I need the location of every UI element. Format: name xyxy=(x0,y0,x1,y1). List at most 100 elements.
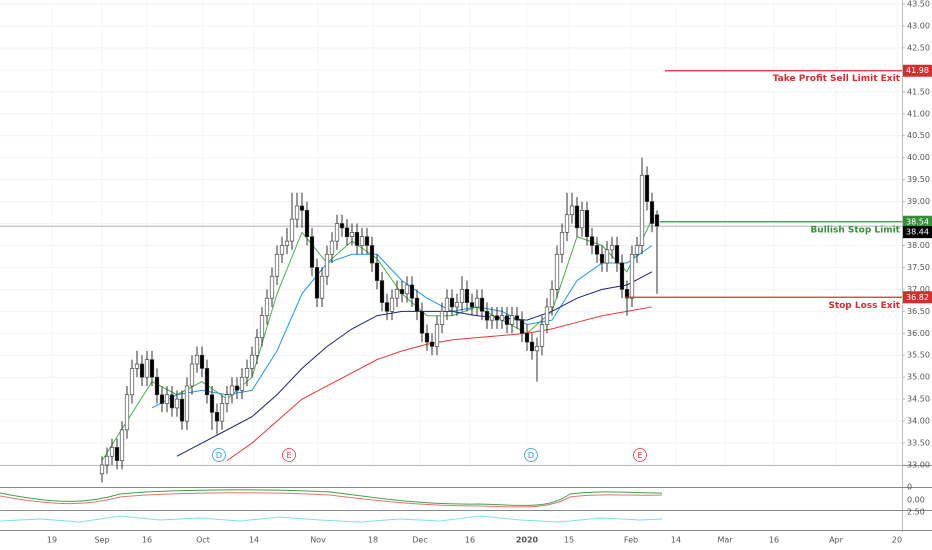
candle-body xyxy=(119,429,125,461)
x-tick-label: 2020 xyxy=(516,536,539,545)
candle-body xyxy=(544,306,550,325)
event-label: E xyxy=(286,451,291,460)
candle-body xyxy=(479,297,485,312)
candle-body xyxy=(469,302,475,308)
candle-body xyxy=(609,245,615,251)
candle-body xyxy=(619,262,625,290)
candle-body xyxy=(534,346,540,352)
candle-body xyxy=(249,354,255,369)
candle-body xyxy=(649,201,655,224)
candle-body xyxy=(219,403,225,422)
event-marker xyxy=(212,448,226,462)
candle-body xyxy=(139,363,145,378)
candle-body xyxy=(194,354,200,365)
y-tick-label: 34.00 xyxy=(907,417,930,426)
candle-body xyxy=(454,302,460,308)
candle-body xyxy=(334,223,340,242)
candle-body xyxy=(149,359,155,378)
candle-body xyxy=(214,412,220,422)
y-tick-label: 41.00 xyxy=(907,109,930,118)
candle-body xyxy=(329,240,335,255)
level-price-label: 36.82 xyxy=(906,293,929,302)
candle-body xyxy=(354,232,360,246)
y-tick-label: 33.00 xyxy=(907,461,930,470)
candle-body xyxy=(274,253,280,277)
moving-average xyxy=(176,271,653,457)
candle-body xyxy=(349,232,355,237)
candle-body xyxy=(224,394,230,404)
candle-body xyxy=(254,337,260,356)
candle-body xyxy=(589,236,595,246)
candle-body xyxy=(189,363,195,387)
last-price-label: 38.44 xyxy=(906,228,929,237)
event-marker xyxy=(524,448,538,462)
y-tick-label: 38.00 xyxy=(907,241,930,250)
candle-body xyxy=(449,297,455,308)
candle-body xyxy=(289,218,295,242)
candle-body xyxy=(369,245,375,264)
candle-body xyxy=(294,205,300,220)
candle-body xyxy=(174,398,180,409)
candle-body xyxy=(154,376,160,396)
candle-body xyxy=(404,284,410,295)
candle-body xyxy=(414,297,420,312)
y-tick-label: 35.00 xyxy=(907,373,930,382)
candle-body xyxy=(559,232,565,255)
oscillator-line xyxy=(0,489,663,506)
x-tick-label: Oct xyxy=(196,536,210,545)
event-label: D xyxy=(528,451,534,460)
moving-average xyxy=(226,306,653,462)
candle-body xyxy=(379,280,385,303)
oscillator-line xyxy=(0,492,663,508)
candle-body xyxy=(419,311,425,334)
candle-body xyxy=(184,385,190,422)
rsi-line xyxy=(0,515,663,523)
candle-body xyxy=(539,324,545,347)
level-label: Stop Loss Exit xyxy=(828,301,900,311)
candle-body xyxy=(409,284,415,299)
candle-body xyxy=(229,385,235,396)
candle-body xyxy=(339,223,345,229)
candle-body xyxy=(429,341,435,347)
candle-body xyxy=(264,297,270,317)
level-price-box xyxy=(903,291,932,304)
candle-body xyxy=(299,205,305,211)
event-label: D xyxy=(216,451,222,460)
candle-body xyxy=(584,210,590,237)
candle-body xyxy=(164,394,170,404)
candle-body xyxy=(269,275,275,299)
event-label: E xyxy=(637,451,642,460)
y-tick-label: 37.00 xyxy=(907,285,930,294)
candle-body xyxy=(439,311,445,325)
candle-body xyxy=(524,332,530,343)
candle-body xyxy=(234,385,240,391)
candle-body xyxy=(114,447,120,461)
candle-body xyxy=(244,368,250,378)
candle-body xyxy=(564,214,570,233)
candle-body xyxy=(639,174,645,246)
candle-body xyxy=(599,253,605,264)
x-tick-label: Feb xyxy=(624,536,638,545)
candle-body xyxy=(209,394,215,413)
candle-body xyxy=(124,394,130,431)
candle-body xyxy=(629,253,635,299)
y-tick-label: 40.00 xyxy=(907,153,930,162)
candle-body xyxy=(109,447,115,457)
candle-body xyxy=(509,315,515,325)
x-tick-label: Dec xyxy=(412,536,427,545)
candle-body xyxy=(239,376,245,391)
level-price-label: 41.98 xyxy=(906,66,929,75)
y-tick-label: 40.50 xyxy=(907,131,930,140)
y-tick-label: 42.50 xyxy=(907,43,930,52)
candle-body xyxy=(259,315,265,338)
x-tick-label: Apr xyxy=(829,536,844,545)
y-tick-label: 43.50 xyxy=(907,0,930,9)
x-tick-label: Nov xyxy=(310,536,326,545)
candle-body xyxy=(554,253,560,290)
candle-body xyxy=(624,289,630,299)
x-tick-label: 14 xyxy=(249,536,259,545)
candle-body xyxy=(314,267,320,299)
level-label: Take Profit Sell Limit Exit xyxy=(773,74,901,84)
candle-body xyxy=(169,394,175,409)
